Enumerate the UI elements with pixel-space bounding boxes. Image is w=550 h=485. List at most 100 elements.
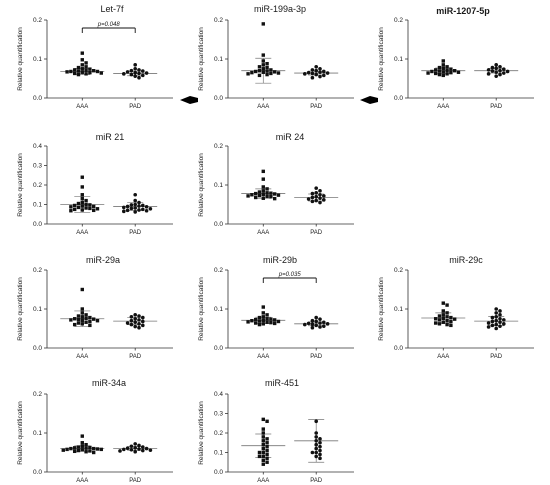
data-point [261,169,265,174]
data-point [261,450,265,455]
data-point [250,319,254,323]
data-point [129,318,134,323]
data-point [91,446,96,451]
data-point [133,449,137,454]
data-point [265,419,269,423]
data-point [269,317,273,321]
series-aaa [60,51,105,77]
data-point [449,70,453,75]
data-point [72,68,77,72]
data-point [314,191,319,195]
x-tick-label-pad: PAD [490,104,503,110]
data-point [80,307,84,311]
data-point [122,447,126,452]
data-point [261,417,265,422]
data-point [261,439,265,443]
data-point [314,194,319,199]
series-pad [113,442,158,454]
data-point [99,447,103,452]
series-aaa [421,59,466,78]
data-point [95,207,100,211]
data-point [88,67,92,71]
data-point [445,68,449,73]
data-point [314,323,319,328]
chart-panel-6: miR-29a 0.0 0.1 0.2 Relative quantification A… [17,255,173,360]
data-point [133,66,137,71]
data-point [141,448,145,453]
data-point [494,307,499,311]
y-tick-label: 0.1 [214,306,223,313]
data-point [125,204,130,209]
data-point [88,315,92,320]
data-point [456,70,461,74]
series-aaa [60,434,105,455]
data-point [133,442,137,446]
data-point [250,70,254,75]
data-point [426,71,430,75]
x-tick-label-pad: PAD [490,354,503,360]
data-point [265,448,269,453]
y-tick-label: 0.2 [33,391,42,398]
data-point [137,208,141,212]
p-value-label: p=0.035 [278,272,302,278]
y-tick-label: 0.4 [214,391,223,398]
series-pad [113,63,158,80]
data-point [322,198,326,202]
data-point [265,444,269,449]
data-point [325,71,330,75]
data-point [141,319,145,324]
data-point [257,315,262,320]
data-point [272,192,277,196]
data-point [261,427,265,431]
data-point [494,74,499,78]
data-point [276,319,281,324]
data-point [84,61,88,65]
data-point [310,71,315,76]
data-point [61,448,65,452]
data-point [261,458,265,462]
data-point [505,69,510,74]
data-point [76,448,81,453]
data-point [449,323,453,328]
data-point [441,309,445,313]
data-point [141,323,145,328]
data-point [261,315,265,319]
data-point [261,59,265,63]
data-point [498,313,502,317]
y-tick-label: 0.2 [33,17,42,24]
x-tick-label-aaa: AAA [257,354,269,360]
data-point [449,315,453,320]
data-point [261,70,265,74]
data-point [129,206,134,211]
data-point [490,319,495,324]
data-point [318,189,322,193]
chart-panel-3: miR-1207-5p 0.0 0.1 0.2 Relative quantificat… [378,6,534,110]
data-point [72,449,77,454]
x-tick-label-pad: PAD [129,354,142,360]
y-tick-label: 0.3 [214,411,223,418]
data-point [84,320,88,324]
data-point [125,446,130,451]
series-aaa [241,22,286,84]
data-point [452,317,457,321]
data-point [91,450,96,455]
y-tick-label: 0.3 [33,163,42,170]
data-point [498,324,502,328]
data-point [265,69,269,73]
series-pad [474,63,519,78]
data-point [80,322,84,326]
data-point [129,447,134,452]
data-point [80,434,84,438]
data-point [318,325,322,329]
data-point [325,322,330,326]
data-point [437,69,442,73]
data-point [144,446,149,451]
p-value-label: p=0.048 [97,22,121,28]
left-arrow-icon [180,96,198,104]
data-point [322,320,326,325]
data-point [72,322,77,327]
data-point [265,72,269,77]
data-point [133,446,137,450]
data-point [314,68,319,73]
data-point [494,66,499,71]
